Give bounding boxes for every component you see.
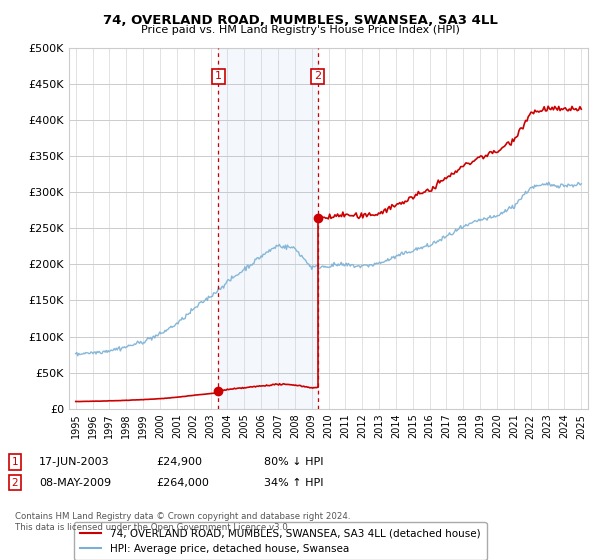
Text: 74, OVERLAND ROAD, MUMBLES, SWANSEA, SA3 4LL: 74, OVERLAND ROAD, MUMBLES, SWANSEA, SA3… <box>103 14 497 27</box>
Text: Contains HM Land Registry data © Crown copyright and database right 2024.
This d: Contains HM Land Registry data © Crown c… <box>15 512 350 532</box>
Text: 2: 2 <box>314 72 321 82</box>
Text: 17-JUN-2003: 17-JUN-2003 <box>39 457 110 467</box>
Bar <box>218 48 318 409</box>
Text: 08-MAY-2009: 08-MAY-2009 <box>39 478 111 488</box>
Text: 34% ↑ HPI: 34% ↑ HPI <box>264 478 323 488</box>
Text: 2: 2 <box>11 478 19 488</box>
Text: 1: 1 <box>11 457 19 467</box>
Text: £24,900: £24,900 <box>156 457 202 467</box>
Legend: 74, OVERLAND ROAD, MUMBLES, SWANSEA, SA3 4LL (detached house), HPI: Average pric: 74, OVERLAND ROAD, MUMBLES, SWANSEA, SA3… <box>74 522 487 560</box>
Text: 1: 1 <box>215 72 222 82</box>
Text: 80% ↓ HPI: 80% ↓ HPI <box>264 457 323 467</box>
Text: Price paid vs. HM Land Registry's House Price Index (HPI): Price paid vs. HM Land Registry's House … <box>140 25 460 35</box>
Text: £264,000: £264,000 <box>156 478 209 488</box>
